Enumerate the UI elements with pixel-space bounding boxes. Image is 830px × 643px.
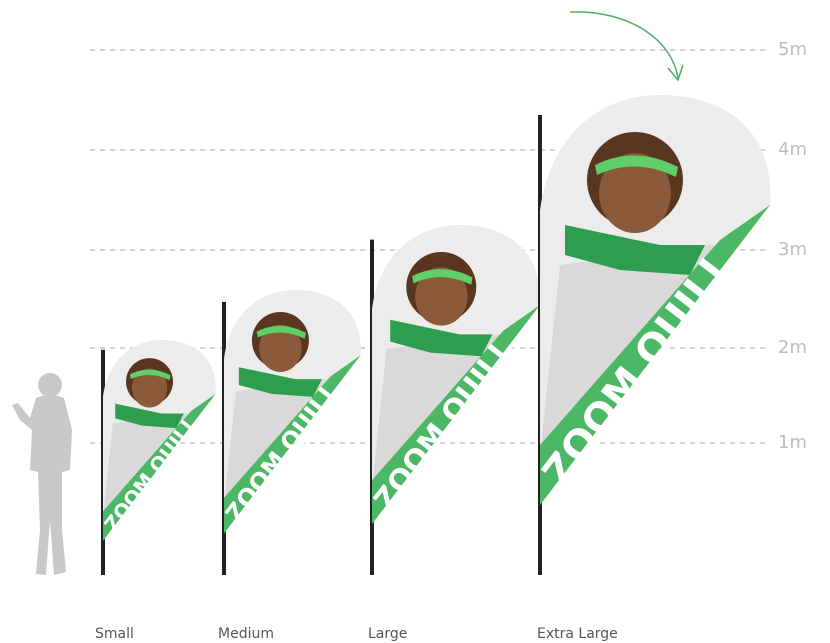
scale-label: 2m xyxy=(778,337,807,358)
person-silhouette xyxy=(12,373,72,575)
scale-label: 5m xyxy=(778,39,807,60)
scale-label: 3m xyxy=(778,239,807,260)
flag: ZOOM QUILL xyxy=(220,290,361,575)
size-label: Medium xyxy=(218,626,274,642)
flag: ZOOM QUILL xyxy=(367,225,540,575)
flag: ZOOM QUILL xyxy=(534,95,770,575)
scale-label: 4m xyxy=(778,139,807,160)
size-label: Extra Large xyxy=(537,626,618,642)
arrow xyxy=(570,12,678,78)
size-label: Small xyxy=(95,626,134,642)
size-chart: 1m2m3m4m5m ZOOM QUILLZOOM QUILLZOOM QUIL… xyxy=(0,0,830,643)
size-label: Large xyxy=(368,626,407,642)
scale-label: 1m xyxy=(778,432,807,453)
flag: ZOOM QUILL xyxy=(100,340,216,575)
size-labels: Small Medium Large Extra Large xyxy=(95,626,618,642)
